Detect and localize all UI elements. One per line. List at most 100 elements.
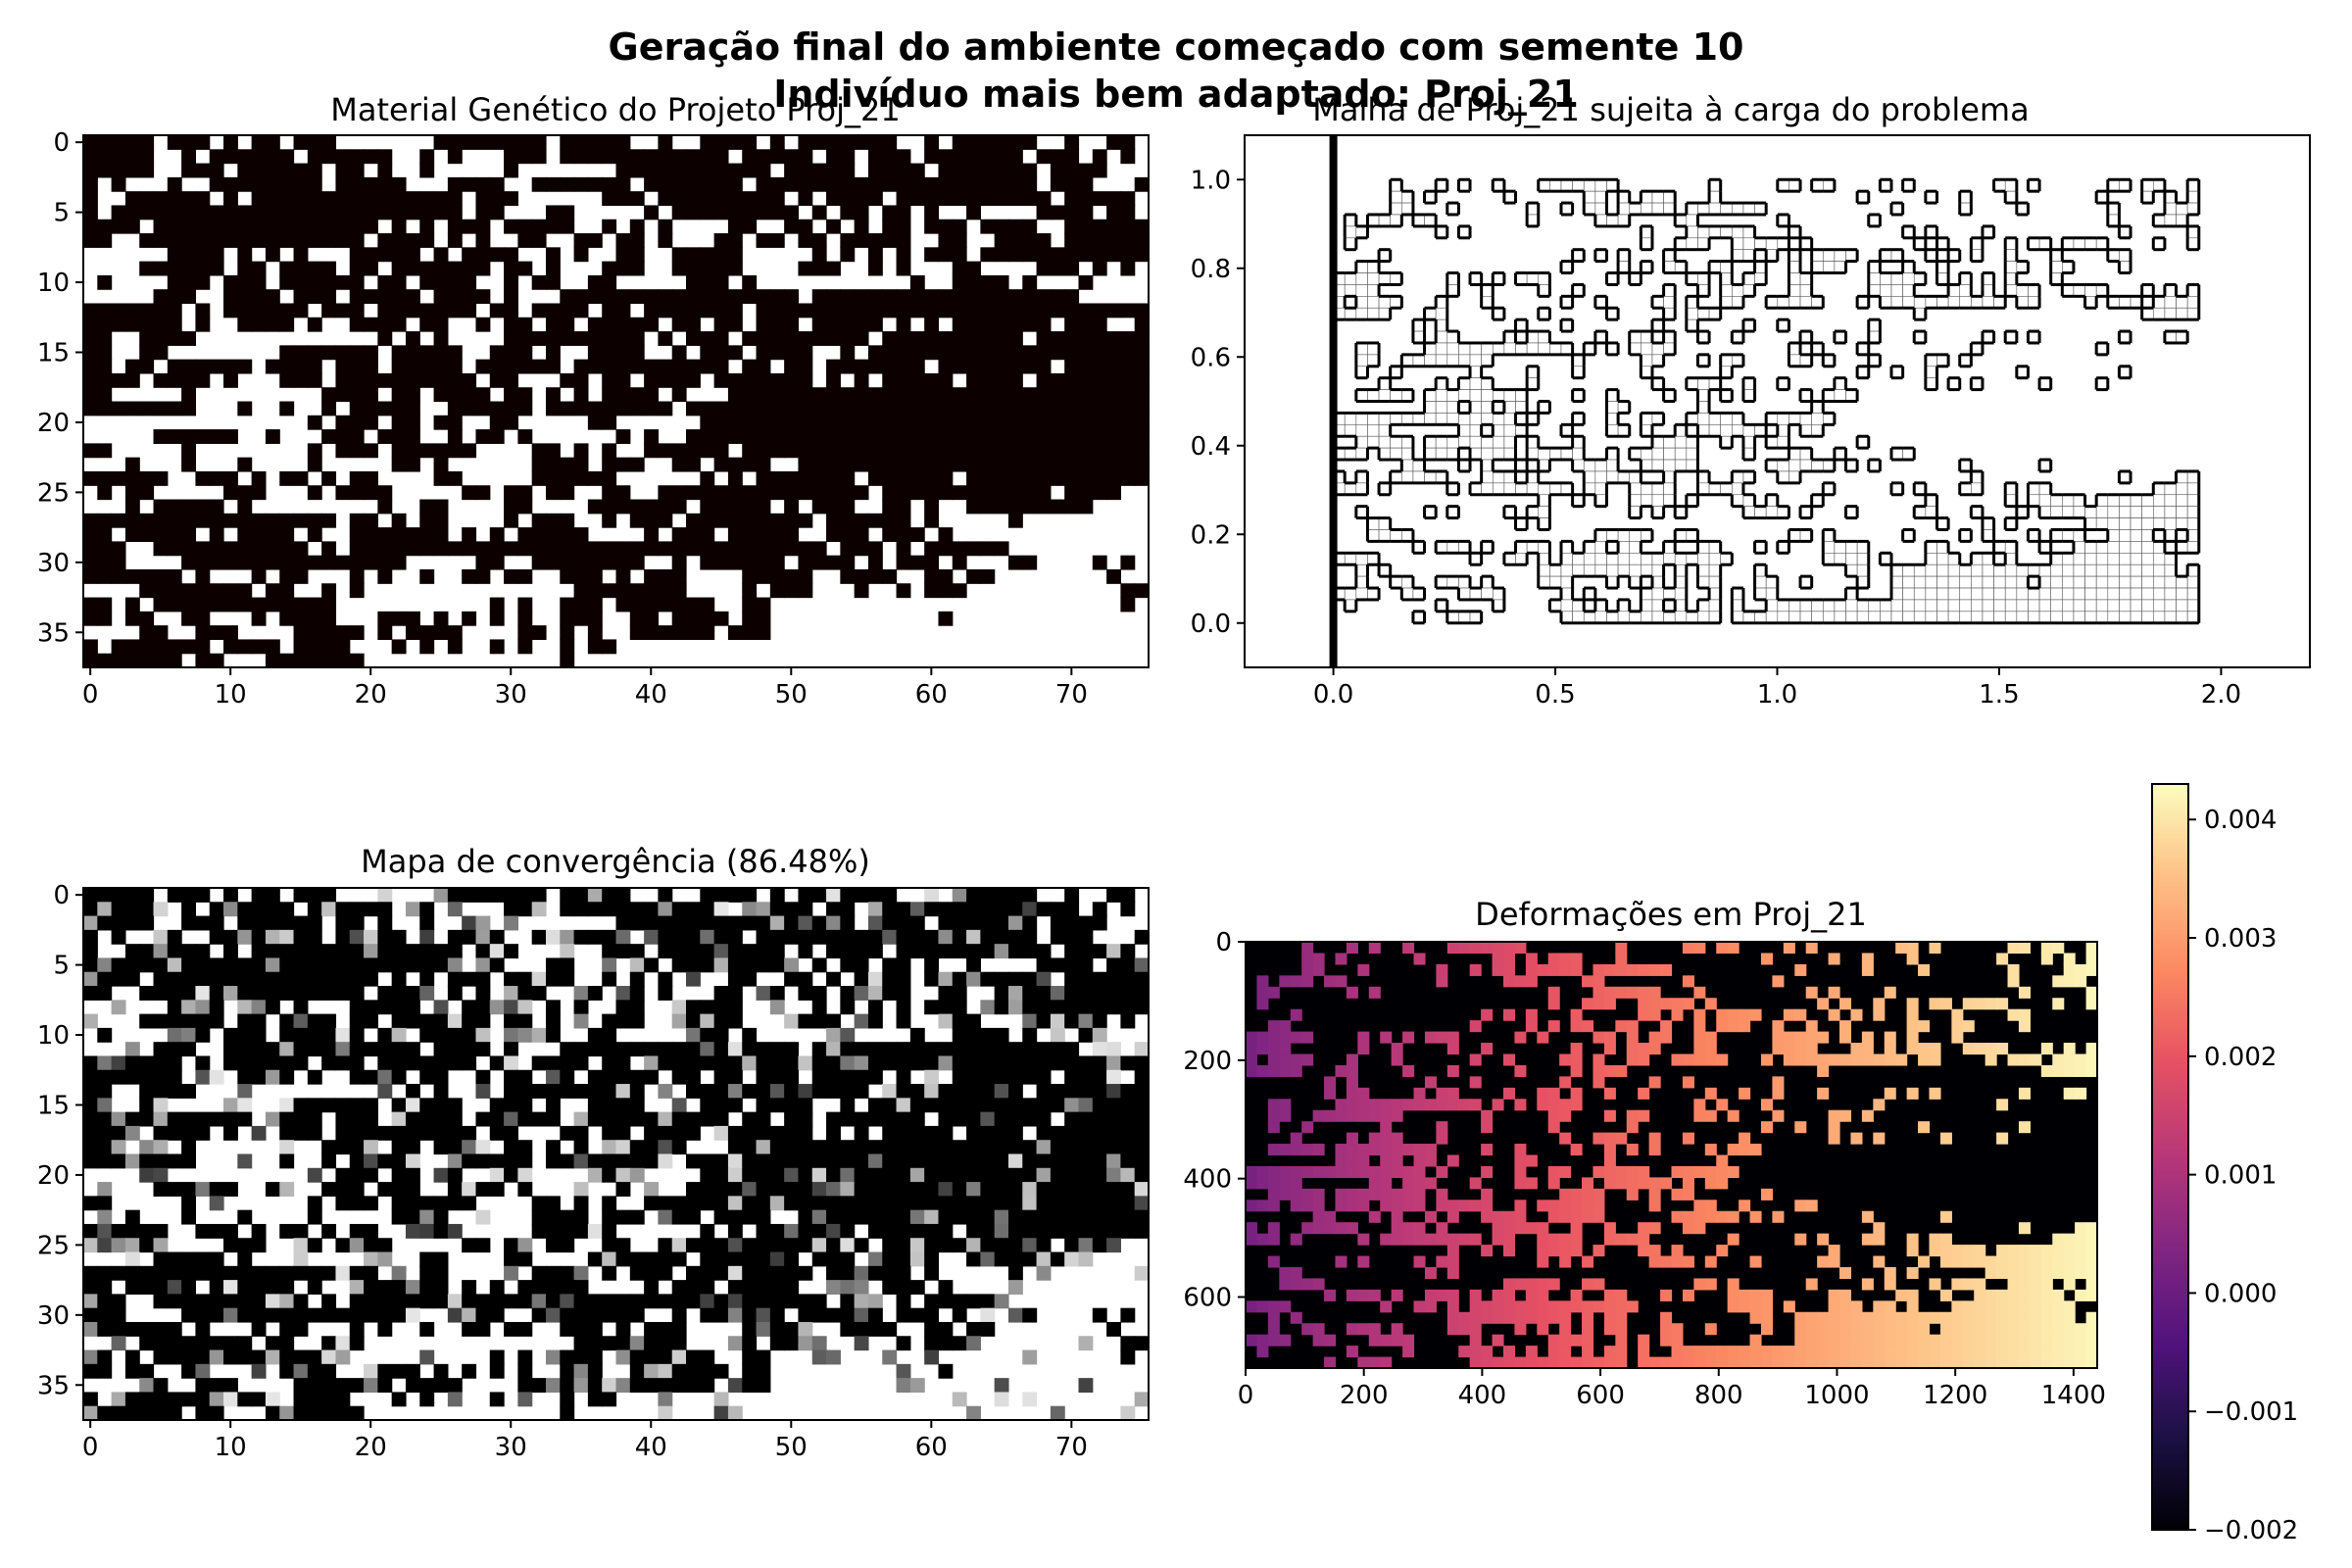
- gene-cell: [124, 303, 140, 318]
- gene-cell: [994, 485, 1009, 501]
- gene-cell: [181, 555, 197, 570]
- gene-cell: [952, 555, 967, 570]
- gene-cell: [713, 289, 729, 305]
- mesh-element: [1446, 447, 1459, 461]
- gene-cell: [742, 331, 758, 346]
- mesh-element: [1788, 342, 1801, 356]
- gene-cell: [545, 345, 561, 361]
- y-tick-label: 0: [53, 128, 70, 158]
- gene-cell: [727, 457, 743, 472]
- gene-cell: [629, 583, 645, 599]
- gene-cell: [364, 387, 378, 403]
- mesh-element: [1936, 517, 1949, 530]
- gene-cell: [364, 372, 378, 388]
- gene-cell: [867, 247, 883, 263]
- gene-cell: [489, 191, 505, 207]
- gene-cell: [1134, 372, 1150, 388]
- mesh-element: [2176, 296, 2188, 309]
- mesh-element: [1674, 564, 1688, 577]
- mesh-element: [2107, 517, 2120, 530]
- gene-cell: [251, 191, 267, 207]
- mesh-element: [1890, 611, 1903, 624]
- gene-cell: [349, 261, 365, 276]
- gene-cell: [181, 429, 197, 444]
- gene-cell: [124, 639, 140, 655]
- gene-cell: [742, 163, 758, 178]
- gene-cell: [433, 470, 449, 486]
- mesh-element: [2141, 541, 2154, 554]
- gene-cell: [251, 317, 267, 332]
- gene-cell: [896, 317, 911, 332]
- gene-cell: [713, 135, 729, 150]
- mesh-element: [1686, 552, 1698, 565]
- mesh-element: [1629, 470, 1642, 484]
- mesh-element: [1811, 459, 1824, 472]
- mesh-element: [1697, 552, 1710, 565]
- convergence-cell: [377, 888, 393, 903]
- gene-cell: [840, 176, 856, 192]
- gene-cell: [560, 541, 575, 557]
- gene-cell: [237, 205, 253, 220]
- gene-cell: [279, 470, 295, 486]
- gene-cell: [1022, 289, 1038, 305]
- gene-cell: [1022, 429, 1038, 444]
- mesh-element: [1925, 296, 1937, 309]
- mesh-element: [1538, 517, 1550, 530]
- gene-cell: [237, 149, 253, 165]
- gene-cell: [798, 149, 813, 165]
- gene-cell: [896, 261, 911, 276]
- mesh-element: [1788, 225, 1801, 239]
- gene-cell: [882, 513, 898, 528]
- mesh-element: [2107, 575, 2120, 589]
- gene-cell: [279, 372, 295, 388]
- mesh-element: [2186, 202, 2200, 216]
- convergence-cell: [83, 888, 98, 903]
- gene-cell: [924, 443, 940, 459]
- gene-cell: [1064, 345, 1080, 361]
- gene-cell: [349, 625, 365, 641]
- gene-cell: [349, 289, 365, 305]
- mesh-element: [2164, 190, 2177, 204]
- gene-cell: [124, 485, 140, 501]
- gene-cell: [237, 513, 253, 528]
- gene-cell: [769, 443, 785, 459]
- gene-cell: [587, 289, 603, 305]
- gene-cell: [742, 625, 758, 641]
- gene-cell: [153, 583, 169, 599]
- gene-cell: [896, 289, 911, 305]
- mesh-element: [1560, 178, 1573, 192]
- gene-cell: [713, 205, 729, 220]
- gene-cell: [727, 372, 743, 388]
- mesh-element: [1355, 225, 1368, 239]
- gene-cell: [1092, 163, 1107, 178]
- gene-cell: [504, 303, 518, 318]
- mesh-element: [1583, 587, 1596, 601]
- mesh-element: [1469, 552, 1482, 565]
- gene-cell: [727, 289, 743, 305]
- convergence-cell: [97, 888, 113, 903]
- mesh-element: [1378, 377, 1391, 390]
- gene-cell: [195, 513, 211, 528]
- gene-cell: [826, 289, 841, 305]
- mesh-element: [1788, 447, 1801, 461]
- mesh-element: [1481, 284, 1494, 297]
- gene-cell: [994, 233, 1009, 248]
- mesh-element: [1686, 413, 1698, 425]
- gene-cell: [756, 176, 771, 192]
- gene-cell: [405, 233, 420, 248]
- gene-cell: [980, 219, 996, 234]
- mesh-element: [1560, 564, 1573, 577]
- gene-cell: [560, 149, 575, 165]
- gene-cell: [307, 555, 322, 570]
- mesh-element: [1378, 517, 1391, 530]
- y-tick-label: 5: [53, 199, 70, 228]
- mesh-element: [1401, 413, 1414, 425]
- mesh-element: [1355, 284, 1368, 297]
- mesh-element: [1560, 611, 1573, 624]
- gene-cell: [419, 443, 435, 459]
- gene-cell: [1050, 401, 1065, 416]
- gene-cell: [531, 135, 547, 150]
- gene-cell: [756, 191, 771, 207]
- mesh-element: [1742, 494, 1755, 507]
- mesh-element: [1549, 342, 1562, 356]
